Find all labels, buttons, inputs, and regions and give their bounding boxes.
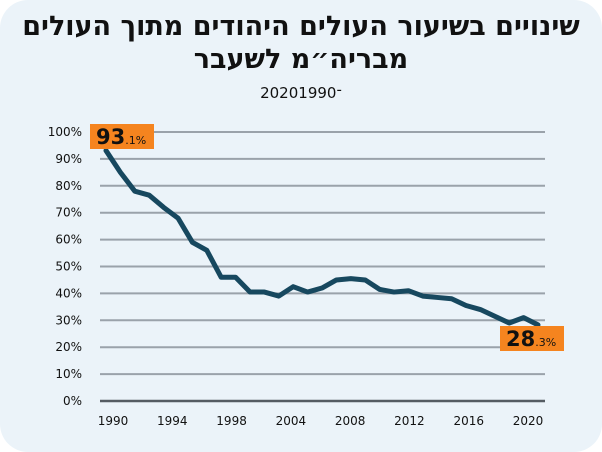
x-tick-label: 2012 [394,414,425,428]
y-tick-label: 30% [55,313,82,327]
value-label-box [90,124,154,149]
value-label: 28.3% [506,327,556,351]
chart-subtitle: 2020־1990 [260,84,342,102]
data-line [103,148,541,328]
chart-title: שינויים בשיעור העולים היהודים מתוך העולי… [22,11,580,75]
y-tick-label: 10% [55,367,82,381]
value-label-small: .1% [125,134,146,147]
value-label-box [500,326,564,351]
y-tick-label: 100% [48,125,82,139]
y-tick-label: 60% [55,233,82,247]
x-tick-label: 1994 [157,414,188,428]
value-label-small: .3% [535,336,556,349]
value-label-big: 93 [96,125,125,149]
x-tick-label: 1998 [216,414,247,428]
x-tick-label: 1990 [98,414,129,428]
y-tick-label: 20% [55,340,82,354]
x-tick-label: 2016 [453,414,484,428]
y-tick-label: 90% [55,152,82,166]
y-tick-label: 50% [55,260,82,274]
x-tick-label: 2020 [513,414,544,428]
y-tick-label: 0% [63,394,82,408]
value-label: 93.1% [96,125,146,149]
y-tick-label: 40% [55,286,82,300]
x-tick-label: 2004 [276,414,307,428]
x-tick-label: 2008 [335,414,366,428]
y-tick-label: 80% [55,179,82,193]
y-tick-label: 70% [55,206,82,220]
value-label-big: 28 [506,327,535,351]
